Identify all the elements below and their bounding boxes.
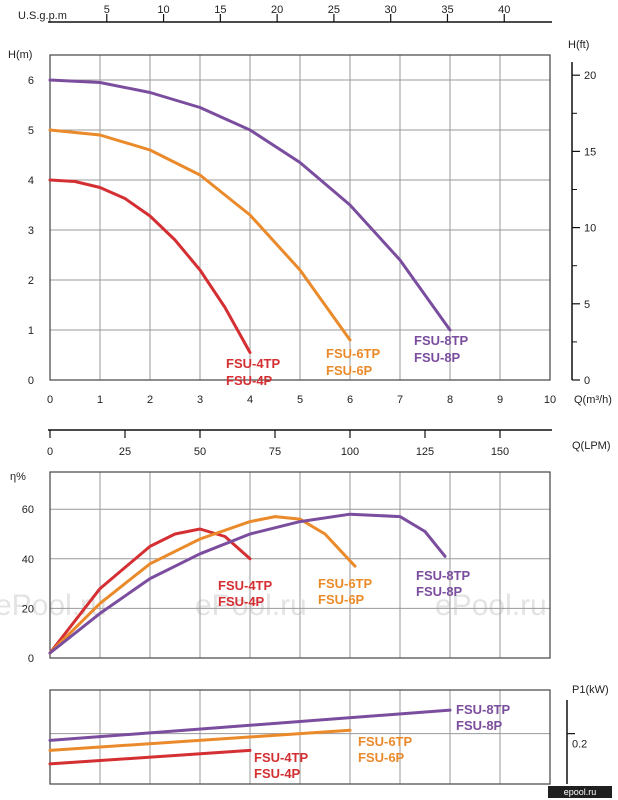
eff-y-tick-label: 0	[28, 653, 34, 665]
m3h-tick-label: 5	[297, 394, 303, 406]
ft-tick-label: 0	[584, 375, 590, 387]
head-series-label: FSU-8P	[414, 350, 461, 365]
eff-series-label: FSU-4TP	[218, 578, 273, 593]
lpm-tick-label: 50	[194, 446, 206, 458]
eff-y-axis-title: η%	[10, 471, 26, 483]
site-badge-text: epool.ru	[564, 787, 597, 797]
gpm-tick-label: 25	[328, 4, 340, 16]
m3h-axis-title: Q(m³/h)	[574, 394, 612, 406]
head-y-tick-label: 0	[28, 375, 34, 387]
m3h-tick-label: 10	[544, 394, 556, 406]
eff-y-tick-label: 60	[22, 504, 34, 516]
power-series-label: FSU-4P	[254, 766, 301, 781]
m3h-tick-label: 7	[397, 394, 403, 406]
power-series-label: FSU-6TP	[358, 734, 413, 749]
head-y-tick-label: 1	[28, 325, 34, 337]
power-series-label: FSU-4TP	[254, 750, 309, 765]
head-y-tick-label: 4	[28, 175, 34, 187]
ft-axis-title: H(ft)	[568, 39, 589, 51]
head-series-label: FSU-8TP	[414, 333, 469, 348]
eff-series-label: FSU-4P	[218, 594, 265, 609]
eff-y-tick-label: 40	[22, 554, 34, 566]
gpm-axis-label: U.S.g.p.m	[18, 10, 67, 22]
head-y-tick-label: 5	[28, 125, 34, 137]
eff-plot-frame	[49, 471, 551, 659]
ft-tick-label: 5	[584, 299, 590, 311]
m3h-tick-label: 8	[447, 394, 453, 406]
head-series-label: FSU-4P	[226, 373, 273, 388]
m3h-tick-label: 6	[347, 394, 353, 406]
gpm-tick-label: 30	[385, 4, 397, 16]
lpm-tick-label: 75	[269, 446, 281, 458]
lpm-tick-label: 100	[341, 446, 359, 458]
head-y-axis-title: H(m)	[8, 49, 32, 61]
lpm-tick-label: 150	[491, 446, 509, 458]
eff-curve-2	[48, 512, 447, 655]
power-series-label: FSU-8TP	[456, 702, 511, 717]
gpm-tick-label: 20	[271, 4, 283, 16]
gpm-tick-label: 15	[214, 4, 226, 16]
m3h-tick-label: 1	[97, 394, 103, 406]
eff-series-label: FSU-6TP	[318, 576, 373, 591]
lpm-tick-label: 125	[416, 446, 434, 458]
m3h-tick-label: 3	[197, 394, 203, 406]
head-curve-0	[48, 178, 252, 354]
head-curve-1	[48, 128, 352, 342]
head-y-tick-label: 3	[28, 225, 34, 237]
power-axis-title: P1(kW)	[572, 684, 609, 696]
lpm-tick-label: 25	[119, 446, 131, 458]
eff-y-tick-label: 20	[22, 603, 34, 615]
eff-series-label: FSU-8P	[416, 584, 463, 599]
ft-tick-label: 15	[584, 146, 596, 158]
watermark-text: ePool.ru	[195, 589, 307, 622]
m3h-tick-label: 2	[147, 394, 153, 406]
power-series-label: FSU-8P	[456, 718, 503, 733]
eff-curve-0	[48, 527, 252, 655]
watermark-text: ePool.ru	[0, 589, 107, 622]
site-badge-background	[548, 786, 612, 798]
ft-tick-label: 10	[584, 223, 596, 235]
power-curve-2	[48, 708, 452, 742]
gpm-tick-label: 35	[441, 4, 453, 16]
head-curve-2	[48, 78, 452, 332]
m3h-tick-label: 9	[497, 394, 503, 406]
ft-tick-label: 20	[584, 70, 596, 82]
lpm-tick-label: 0	[47, 446, 53, 458]
m3h-tick-label: 4	[247, 394, 253, 406]
eff-series-label: FSU-6P	[318, 592, 365, 607]
eff-series-label: FSU-8TP	[416, 568, 471, 583]
gpm-tick-label: 40	[498, 4, 510, 16]
power-plot-frame	[49, 689, 551, 785]
eff-curve-1	[48, 515, 357, 655]
power-curve-0	[48, 748, 252, 766]
power-tick-label: 0.2	[572, 739, 587, 751]
m3h-tick-label: 0	[47, 394, 53, 406]
watermark-text: ePool.ru	[435, 589, 547, 622]
head-y-tick-label: 2	[28, 275, 34, 287]
power-series-label: FSU-6P	[358, 750, 405, 765]
power-curve-1	[48, 728, 352, 752]
lpm-axis-title: Q(LPM)	[572, 440, 611, 452]
head-plot-frame	[49, 54, 551, 381]
head-series-label: FSU-4TP	[226, 356, 281, 371]
gpm-tick-label: 10	[157, 4, 169, 16]
gpm-tick-label: 5	[104, 4, 110, 16]
head-y-tick-label: 6	[28, 75, 34, 87]
head-series-label: FSU-6P	[326, 363, 373, 378]
head-series-label: FSU-6TP	[326, 346, 381, 361]
